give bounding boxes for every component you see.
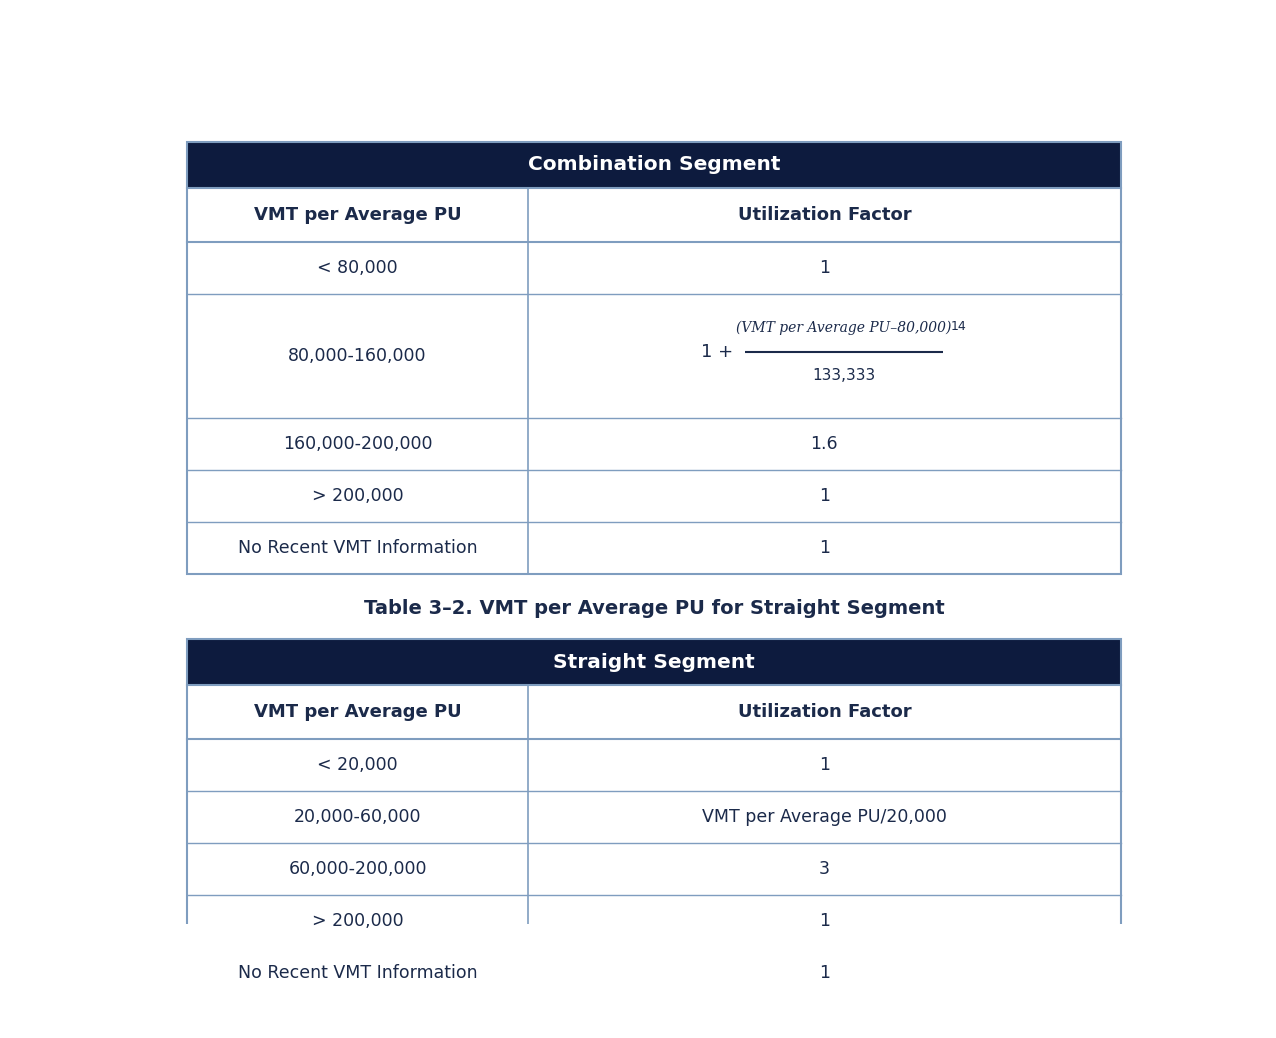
Bar <box>188 791 1120 843</box>
Text: 1: 1 <box>819 487 829 504</box>
Text: < 80,000: < 80,000 <box>318 260 398 277</box>
Text: 80,000-160,000: 80,000-160,000 <box>288 347 426 365</box>
Bar <box>188 142 1120 188</box>
Text: > 200,000: > 200,000 <box>311 487 403 504</box>
Text: 160,000-200,000: 160,000-200,000 <box>283 435 433 453</box>
Text: 1.6: 1.6 <box>810 435 838 453</box>
Text: Table 3–2. VMT per Average PU for Straight Segment: Table 3–2. VMT per Average PU for Straig… <box>364 599 944 619</box>
Bar <box>188 418 1120 470</box>
Bar <box>188 522 1120 574</box>
Text: 1: 1 <box>819 964 829 982</box>
Text: > 200,000: > 200,000 <box>311 912 403 930</box>
Bar <box>188 142 1120 574</box>
Text: 1 +: 1 + <box>702 343 734 361</box>
Bar <box>188 639 1120 685</box>
Text: 60,000-200,000: 60,000-200,000 <box>288 861 426 878</box>
Text: < 20,000: < 20,000 <box>318 756 398 774</box>
Text: 1: 1 <box>819 539 829 556</box>
Bar <box>188 843 1120 895</box>
Text: No Recent VMT Information: No Recent VMT Information <box>237 964 477 982</box>
Bar <box>188 294 1120 418</box>
Bar <box>188 947 1120 999</box>
Text: Utilization Factor: Utilization Factor <box>738 703 911 721</box>
Text: 133,333: 133,333 <box>813 368 875 383</box>
Text: 3: 3 <box>819 861 829 878</box>
Text: Utilization Factor: Utilization Factor <box>738 206 911 224</box>
Bar <box>188 188 1120 242</box>
Bar <box>188 685 1120 739</box>
Text: 20,000-60,000: 20,000-60,000 <box>293 809 421 826</box>
Text: Straight Segment: Straight Segment <box>553 653 755 672</box>
Text: Combination Segment: Combination Segment <box>528 156 780 174</box>
Bar <box>188 142 1120 574</box>
Text: VMT per Average PU: VMT per Average PU <box>254 703 462 721</box>
Bar <box>188 242 1120 294</box>
Text: 14: 14 <box>951 320 967 333</box>
Text: No Recent VMT Information: No Recent VMT Information <box>237 539 477 556</box>
Bar <box>188 739 1120 791</box>
Text: VMT per Average PU/20,000: VMT per Average PU/20,000 <box>702 809 947 826</box>
Bar <box>188 470 1120 522</box>
Text: (VMT per Average PU–80,000): (VMT per Average PU–80,000) <box>736 321 952 335</box>
Bar <box>188 639 1120 999</box>
Text: 1: 1 <box>819 260 829 277</box>
Text: 1: 1 <box>819 912 829 930</box>
Text: VMT per Average PU: VMT per Average PU <box>254 206 462 224</box>
Bar <box>188 895 1120 947</box>
Bar <box>188 639 1120 999</box>
Text: 1: 1 <box>819 756 829 774</box>
